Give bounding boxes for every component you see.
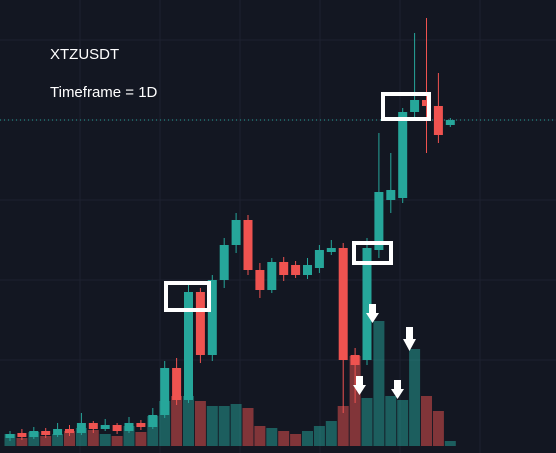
candle-body: [172, 368, 182, 400]
volume-bar: [421, 396, 432, 446]
candle-body: [5, 434, 15, 438]
timeframe-label: Timeframe = 1D: [50, 84, 158, 101]
candle-body: [279, 262, 289, 275]
volume-bar: [242, 408, 254, 446]
volume-layer: [4, 321, 456, 446]
highlight-boxes: [164, 92, 431, 312]
candle-body: [29, 431, 39, 437]
candle-body: [112, 425, 122, 431]
candle-body: [255, 270, 265, 290]
volume-bar: [218, 406, 230, 446]
candle-body: [100, 425, 110, 429]
volume-bar: [444, 441, 456, 446]
volume-bar: [385, 396, 397, 446]
volume-bar: [183, 396, 194, 446]
candle-body: [88, 423, 98, 429]
candle-body: [326, 248, 336, 252]
candle-body: [410, 100, 420, 112]
candle-body: [386, 190, 396, 200]
volume-bar: [171, 396, 183, 446]
candle-layer: [5, 18, 455, 441]
volume-bar: [159, 401, 171, 446]
candle-body: [267, 262, 277, 290]
volume-bar: [373, 321, 385, 446]
volume-bar: [361, 398, 373, 446]
volume-bar: [278, 431, 290, 446]
candle-body: [184, 292, 193, 400]
volume-bar: [135, 432, 147, 446]
volume-bar: [337, 406, 349, 446]
volume-bar: [75, 428, 87, 446]
volume-bar: [409, 349, 421, 446]
candle-body: [350, 355, 360, 365]
candle-body: [148, 415, 158, 427]
volume-bar: [206, 406, 218, 446]
candle-body: [160, 368, 170, 415]
volume-bar: [230, 404, 242, 446]
volume-bar: [266, 428, 278, 446]
candle-body: [433, 106, 443, 135]
volume-bar: [99, 434, 111, 446]
volume-bar: [87, 430, 99, 446]
volume-bar: [147, 416, 159, 446]
candle-body: [362, 248, 372, 360]
volume-bar: [52, 434, 64, 446]
volume-bar: [123, 426, 135, 446]
candle-body: [53, 429, 63, 435]
volume-bar: [313, 426, 325, 446]
candle-body: [303, 265, 312, 275]
candle-body: [65, 429, 74, 433]
candle-body: [374, 192, 384, 250]
arrows: [353, 304, 416, 399]
volume-bar: [302, 431, 313, 446]
candle-body: [219, 245, 229, 280]
candle-body: [76, 423, 86, 433]
volume-bar: [325, 421, 337, 446]
candle-body: [338, 248, 348, 360]
volume-bar: [40, 436, 52, 446]
candle-body: [136, 423, 146, 427]
candle-body: [314, 250, 324, 268]
candle-body: [445, 120, 455, 125]
candle-body: [195, 292, 205, 355]
volume-bar: [432, 411, 444, 446]
volume-bar: [194, 401, 206, 446]
volume-bar: [64, 431, 75, 446]
candle-body: [398, 112, 408, 198]
candle-body: [422, 100, 431, 106]
volume-bar: [111, 436, 123, 446]
candle-body: [17, 433, 27, 437]
volume-bar: [254, 426, 266, 446]
candle-body: [243, 220, 253, 270]
candle-body: [231, 220, 241, 245]
candle-body: [207, 280, 217, 355]
candle-body: [41, 431, 51, 435]
volume-bar: [397, 400, 409, 446]
candle-body: [124, 423, 134, 431]
symbol-label: XTZUSDT: [50, 46, 119, 63]
candle-body: [291, 265, 301, 275]
volume-bar: [16, 438, 28, 446]
volume-bar: [290, 434, 302, 446]
